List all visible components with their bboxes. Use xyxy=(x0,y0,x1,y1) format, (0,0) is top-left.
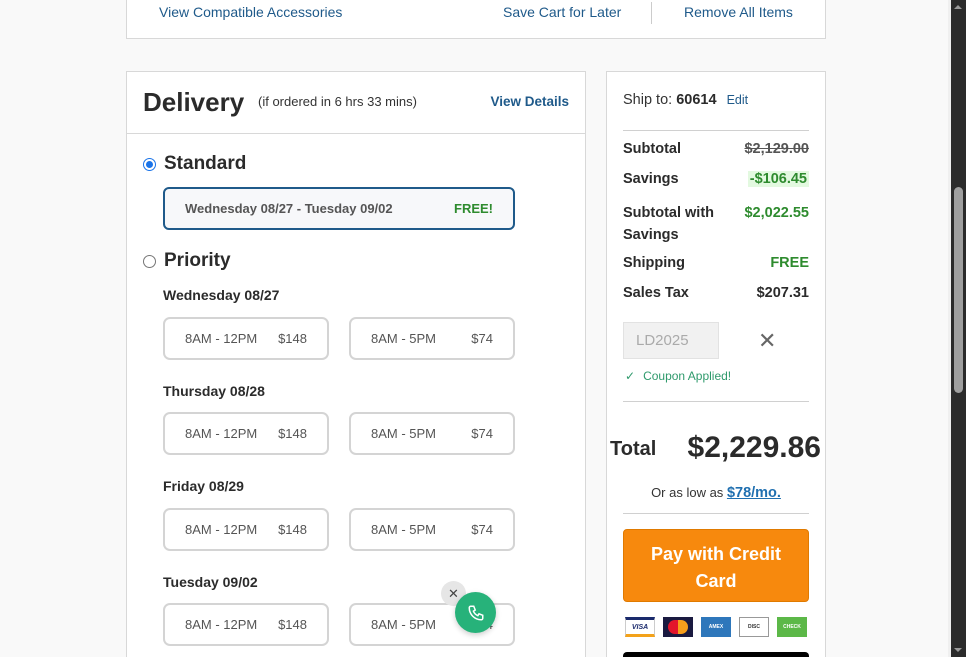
subtotal-label: Subtotal xyxy=(623,141,681,157)
savings-row: Savings -$106.45 xyxy=(623,171,809,187)
standard-label: Standard xyxy=(164,153,247,174)
subtotal-with-savings-label: Subtotal with Savings xyxy=(623,205,715,243)
slot-price: $148 xyxy=(278,617,307,632)
slot-price: $74 xyxy=(471,426,493,441)
slot-price: $148 xyxy=(278,522,307,537)
slot-time: 8AM - 12PM xyxy=(185,617,258,632)
discover-icon: DISC xyxy=(739,617,769,637)
slot-time: 8AM - 5PM xyxy=(371,331,437,346)
coupon-status: ✓ Coupon Applied! xyxy=(625,369,731,383)
slot-price: $74 xyxy=(471,331,493,346)
savings-label: Savings xyxy=(623,171,679,187)
priority-option[interactable]: Priority xyxy=(143,250,231,272)
subtotal-with-savings-row: Subtotal with Savings $2,022.55 xyxy=(623,202,809,246)
priority-label: Priority xyxy=(164,250,231,271)
call-button[interactable] xyxy=(455,592,496,633)
payment-methods: VISA AMEX DISC CHECK xyxy=(625,617,807,637)
scroll-down-arrow-icon[interactable] xyxy=(954,648,962,652)
slot-time: 8AM - 5PM xyxy=(371,522,437,537)
priority-slot[interactable]: 8AM - 5PM $74 xyxy=(349,508,515,551)
edit-zip-link[interactable]: Edit xyxy=(726,93,749,107)
priority-slot[interactable]: 8AM - 12PM $148 xyxy=(163,412,329,455)
vertical-scrollbar[interactable] xyxy=(951,0,966,657)
ship-zip: 60614 xyxy=(676,92,717,108)
slot-price: $74 xyxy=(471,522,493,537)
shipping-value: FREE xyxy=(770,255,809,271)
shipping-label: Shipping xyxy=(623,255,686,271)
mastercard-icon xyxy=(663,617,693,637)
sales-tax-value: $207.31 xyxy=(756,285,809,301)
view-compatible-accessories-link[interactable]: View Compatible Accessories xyxy=(159,4,343,20)
subtotal-with-savings-value: $2,022.55 xyxy=(744,205,809,221)
slot-time: 8AM - 12PM xyxy=(185,522,258,537)
total-label: Total xyxy=(610,438,657,460)
coupon-status-text: Coupon Applied! xyxy=(643,369,732,383)
total-value: $2,229.86 xyxy=(687,431,821,464)
scrollbar-thumb[interactable] xyxy=(954,187,963,393)
standard-price: FREE! xyxy=(454,201,493,216)
phone-icon xyxy=(467,605,483,621)
financing-prefix: Or as low as xyxy=(651,485,724,500)
priority-slot[interactable]: 8AM - 12PM $148 xyxy=(163,603,329,646)
divider xyxy=(651,2,652,24)
slot-time: 8AM - 5PM xyxy=(371,617,437,632)
remove-all-items-link[interactable]: Remove All Items xyxy=(684,4,793,20)
delivery-cutoff-text: (if ordered in 6 hrs 33 mins) xyxy=(258,94,417,109)
pay-with-credit-card-button[interactable]: Pay with Credit Card xyxy=(623,529,809,602)
page-edge xyxy=(948,0,951,657)
checkmark-icon: ✓ xyxy=(625,369,636,383)
save-cart-link[interactable]: Save Cart for Later xyxy=(503,4,622,20)
delivery-panel: Delivery (if ordered in 6 hrs 33 mins) V… xyxy=(126,71,586,657)
priority-day-label: Wednesday 08/27 xyxy=(163,287,280,303)
standard-option[interactable]: Standard xyxy=(143,153,246,175)
sales-tax-label: Sales Tax xyxy=(623,285,689,301)
slot-time: 8AM - 12PM xyxy=(185,426,258,441)
slot-price: $148 xyxy=(278,426,307,441)
delivery-header: Delivery (if ordered in 6 hrs 33 mins) V… xyxy=(127,72,585,134)
priority-slot[interactable]: 8AM - 12PM $148 xyxy=(163,508,329,551)
savings-value: -$106.45 xyxy=(747,171,809,187)
cart-actions-bar: View Compatible Accessories Save Cart fo… xyxy=(126,0,826,39)
standard-dates: Wednesday 08/27 - Tuesday 09/02 xyxy=(185,201,393,216)
slot-time: 8AM - 5PM xyxy=(371,426,437,441)
standard-radio[interactable] xyxy=(143,157,156,171)
remove-coupon-icon[interactable]: ✕ xyxy=(758,328,777,353)
slot-time: 8AM - 12PM xyxy=(185,331,258,346)
shipping-row: Shipping FREE xyxy=(623,255,809,271)
priority-slot[interactable]: 8AM - 5PM $74 xyxy=(349,317,515,360)
alt-payment-button[interactable] xyxy=(623,652,809,657)
ship-to: Ship to: 60614 Edit xyxy=(623,92,748,108)
scroll-up-arrow-icon[interactable] xyxy=(954,5,962,9)
visa-icon: VISA xyxy=(625,617,655,637)
priority-radio[interactable] xyxy=(143,254,156,268)
subtotal-value: $2,129.00 xyxy=(744,141,809,157)
priority-day-label: Friday 08/29 xyxy=(163,478,244,494)
priority-day-label: Thursday 08/28 xyxy=(163,383,265,399)
priority-day-label: Tuesday 09/02 xyxy=(163,574,258,590)
delivery-title: Delivery xyxy=(143,87,245,117)
subtotal-row: Subtotal $2,129.00 xyxy=(623,141,809,157)
financing-text: Or as low as $78/mo. xyxy=(607,485,825,501)
ship-to-label: Ship to: xyxy=(623,92,673,108)
standard-delivery-window[interactable]: Wednesday 08/27 - Tuesday 09/02 FREE! xyxy=(163,187,515,230)
amex-icon: AMEX xyxy=(701,617,731,637)
divider xyxy=(623,513,809,514)
coupon-input[interactable] xyxy=(623,322,719,359)
slot-price: $148 xyxy=(278,331,307,346)
order-summary-panel: Ship to: 60614 Edit Subtotal $2,129.00 S… xyxy=(606,71,826,657)
priority-slot[interactable]: 8AM - 12PM $148 xyxy=(163,317,329,360)
divider xyxy=(623,130,809,131)
financing-link[interactable]: $78/mo. xyxy=(726,485,781,501)
priority-slot[interactable]: 8AM - 5PM $74 xyxy=(349,412,515,455)
divider xyxy=(623,401,809,402)
view-details-link[interactable]: View Details xyxy=(490,94,569,109)
sales-tax-row: Sales Tax $207.31 xyxy=(623,285,809,301)
check-icon: CHECK xyxy=(777,617,807,637)
